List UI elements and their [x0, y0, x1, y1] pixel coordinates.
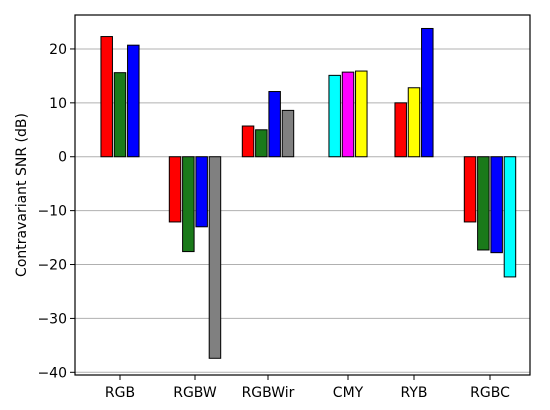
- axes-box: [74, 14, 531, 376]
- bar-rgbw-2: [182, 156, 195, 253]
- bar-rgbc-2: [477, 156, 490, 251]
- grid-lines: [75, 48, 530, 373]
- bar-rgbw-3: [195, 156, 208, 228]
- x-tick-label: RYB: [401, 385, 428, 401]
- bar-ryb-3: [421, 27, 434, 158]
- y-tick-label: 0: [58, 150, 67, 166]
- y-tick-label: 10: [49, 96, 67, 112]
- y-axis: 20 10 0 −10 −20 −30 −40: [37, 42, 75, 381]
- y-tick-label: 20: [49, 42, 67, 58]
- bar-rgbc-1: [463, 156, 477, 223]
- x-tick-label: CMY: [333, 385, 364, 401]
- bar-cmy-2: [341, 71, 355, 158]
- bar-ryb-2: [407, 87, 421, 158]
- y-tick-label: −10: [37, 204, 67, 220]
- bar-rgb-2: [113, 72, 127, 158]
- bar-rgb-3: [127, 44, 140, 158]
- bar-cmy-3: [355, 70, 368, 158]
- plot-frame: [74, 14, 531, 376]
- bar-rgbwir-2: [255, 129, 268, 158]
- y-tick-label: −30: [37, 311, 67, 327]
- x-tick-label: RGBC: [470, 385, 510, 401]
- x-tick-label: RGB: [105, 385, 135, 401]
- bar-rgbw-1: [168, 156, 182, 223]
- y-tick-label: −20: [37, 258, 67, 274]
- bar-rgbwir-1: [241, 125, 255, 158]
- x-tick-label: RGBWir: [242, 385, 295, 401]
- bars-layer: [100, 27, 517, 359]
- y-tick-label: −40: [37, 365, 67, 381]
- x-tick-label: RGBW: [173, 385, 217, 401]
- bar-rgbc-4: [503, 156, 517, 278]
- bar-cmy-1: [328, 74, 341, 158]
- bar-rgbwir-4: [281, 109, 295, 158]
- bar-rgbwir-3: [268, 91, 281, 158]
- bar-rgbc-3: [490, 156, 503, 254]
- y-axis-label: Contravariant SNR (dB): [14, 113, 30, 277]
- bar-rgbw-4: [208, 156, 222, 359]
- bar-ryb-1: [394, 102, 407, 158]
- bar-rgb-1: [100, 36, 113, 158]
- x-axis: RGB RGBW RGBWir CMY RYB RGBC: [105, 375, 510, 401]
